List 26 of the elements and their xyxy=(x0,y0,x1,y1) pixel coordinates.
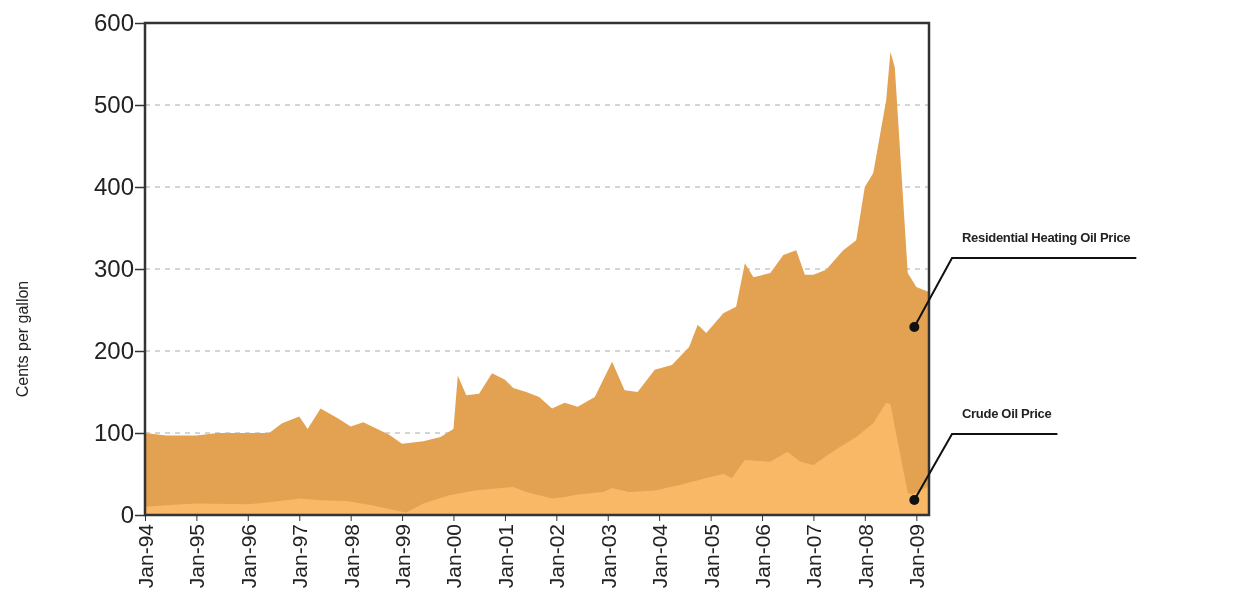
x-tick-label: Jan-09 xyxy=(905,524,929,589)
x-tick-label: Jan-02 xyxy=(545,524,569,589)
y-tick-label: 500 xyxy=(93,91,134,119)
x-tick-label: Jan-05 xyxy=(699,524,723,589)
x-tick-label: Jan-96 xyxy=(236,524,260,589)
x-tick-label: Jan-98 xyxy=(339,524,363,589)
y-tick-label: 300 xyxy=(93,255,134,283)
x-tick-label: Jan-01 xyxy=(493,524,517,589)
x-tick-label: Jan-00 xyxy=(442,524,466,589)
y-tick-label: 0 xyxy=(120,501,134,529)
y-tick-label: 400 xyxy=(93,173,134,201)
x-tick-label: Jan-04 xyxy=(647,523,671,589)
x-tick-label: Jan-06 xyxy=(750,524,774,589)
text: Residential Heating Oil Price xyxy=(962,230,1131,245)
x-tick-label: Jan-97 xyxy=(288,524,312,589)
x-tick-label: Jan-99 xyxy=(390,524,414,589)
text: Crude Oil Price xyxy=(962,406,1052,421)
y-axis-title: Cents per gallon xyxy=(14,280,31,398)
y-tick-label: 600 xyxy=(93,9,134,37)
x-tick-label: Jan-95 xyxy=(185,524,209,589)
y-tick-label: 200 xyxy=(93,337,134,365)
y-tick-label: 100 xyxy=(93,419,134,447)
x-tick-label: Jan-07 xyxy=(802,524,826,589)
x-tick-label: Jan-03 xyxy=(596,524,620,589)
x-tick-label: Jan-08 xyxy=(853,524,877,589)
x-tick-label: Jan-94 xyxy=(133,523,157,589)
